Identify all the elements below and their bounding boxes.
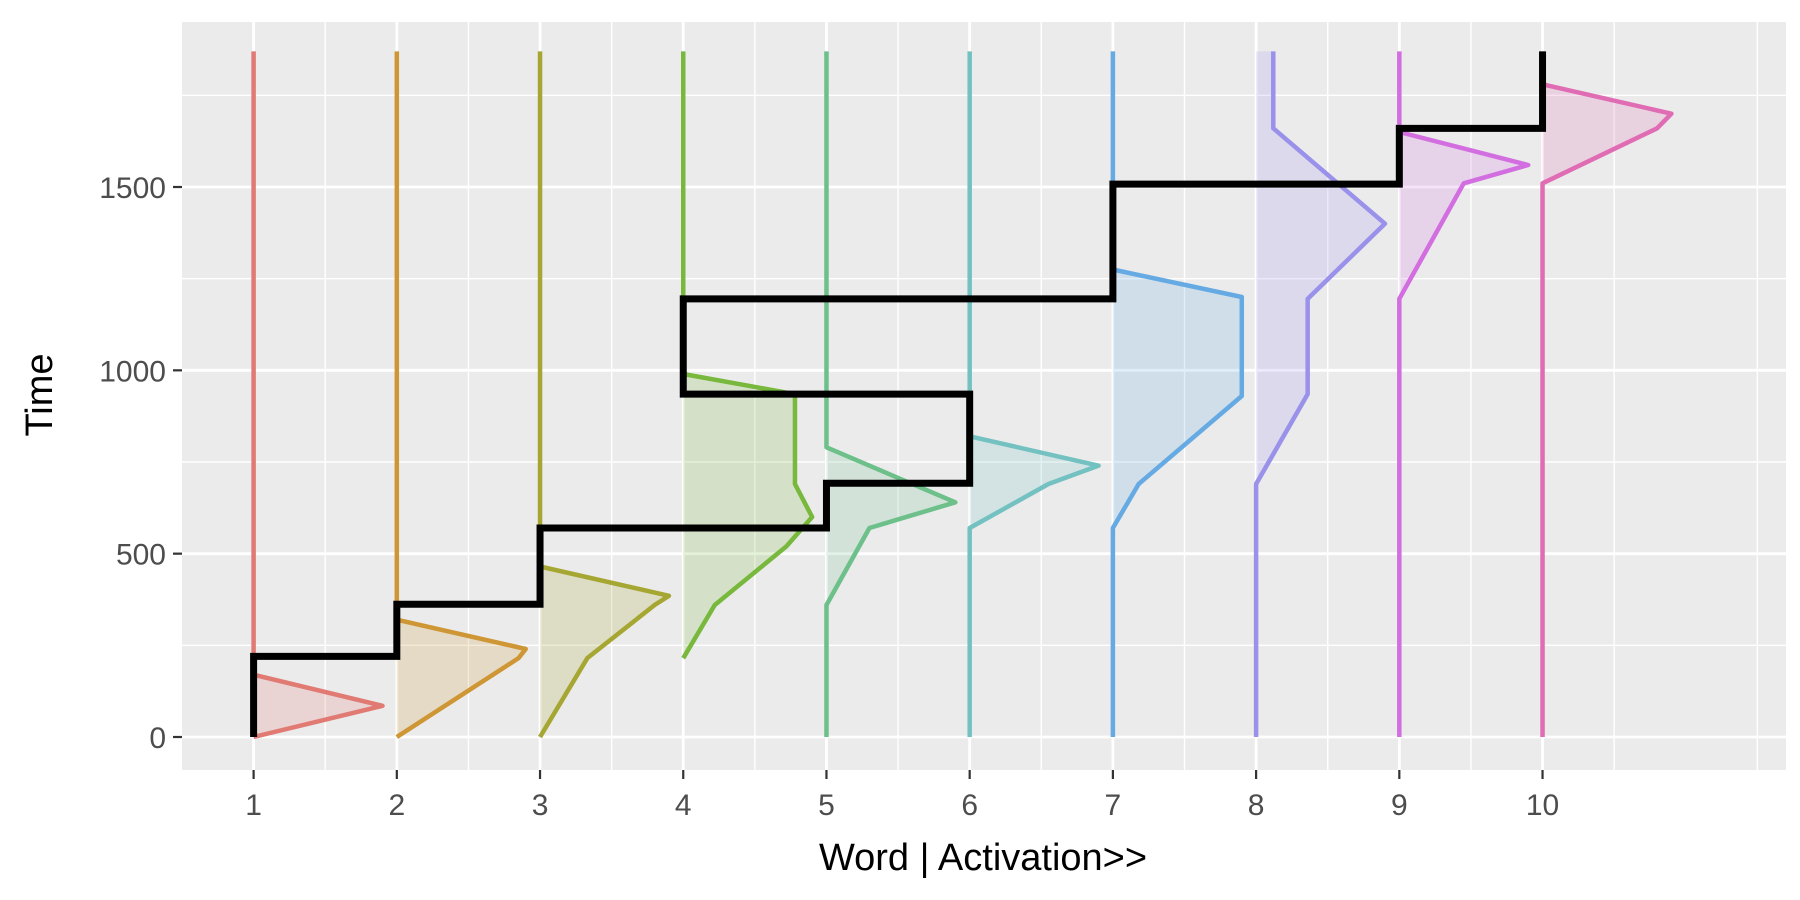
y-tick-label: 1000 [99,355,166,388]
x-tick-label: 10 [1526,789,1559,822]
series-word-4 [681,51,815,660]
series-word-8 [1253,51,1388,738]
x-tick-label: 1 [245,789,262,822]
y-axis-title: Time [19,353,61,436]
x-axis-ticks: 1 2 3 4 5 6 7 8 9 10 [245,770,1559,822]
y-axis-ticks: 0 500 1000 1500 [99,172,182,755]
series-word-6 [967,51,1101,738]
series-line [1397,51,1531,737]
series-line [1253,51,1388,737]
series-word-9 [1397,51,1531,738]
x-tick-label: 9 [1391,789,1408,822]
series-area [683,51,813,659]
series-line [967,51,1101,737]
x-tick-label: 3 [532,789,549,822]
series-word-2 [394,51,528,739]
fixation-path [250,51,1547,737]
series-line [681,51,815,660]
series-area [396,51,526,738]
x-tick-label: 4 [675,789,692,822]
series-area [1112,51,1242,738]
series-line [394,51,528,739]
fixation-path-line [250,51,1547,737]
x-tick-label: 2 [388,789,405,822]
minor-gridlines [182,22,1786,770]
series-line [824,51,958,737]
series-area [1542,51,1672,738]
y-tick-label: 500 [116,539,166,572]
series-line [537,51,672,739]
x-axis-title: Word | Activation>> [819,837,1147,879]
y-tick-label: 0 [149,722,166,755]
series-word-3 [537,51,672,739]
x-tick-label: 5 [818,789,835,822]
x-tick-label: 6 [961,789,978,822]
series-area [1399,51,1529,738]
series-word-1 [251,51,385,740]
series-area [540,51,669,738]
x-tick-label: 7 [1105,789,1122,822]
series-line [251,51,385,740]
series-word-5 [824,51,958,738]
x-tick-label: 8 [1248,789,1265,822]
y-tick-label: 1500 [99,172,166,205]
series-area [1256,51,1385,738]
